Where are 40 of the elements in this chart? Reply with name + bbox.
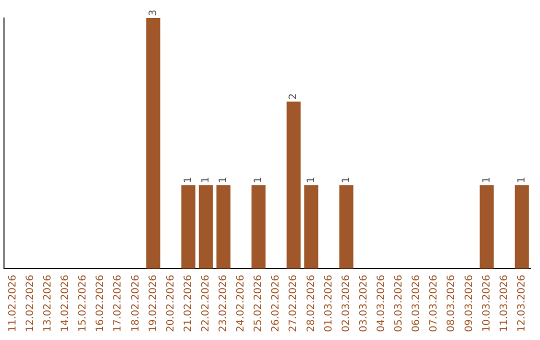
data-label: 1 xyxy=(306,176,317,184)
x-tick-label: 28.02.2026 xyxy=(306,274,317,332)
x-tick-label: 24.02.2026 xyxy=(236,274,247,332)
x-tick-label: 05.03.2026 xyxy=(394,274,405,332)
data-label: 1 xyxy=(218,176,230,184)
x-tick-label: 09.03.2026 xyxy=(464,274,475,332)
data-label: 1 xyxy=(182,176,194,184)
data-label: 1 xyxy=(253,176,264,184)
x-tick-label: 08.03.2026 xyxy=(446,274,458,332)
x-tick-label: 13.02.2026 xyxy=(42,274,54,332)
x-tick-label: 12.03.2026 xyxy=(516,274,528,332)
x-tick-label: 19.02.2026 xyxy=(148,274,159,332)
x-tick-label: 16.02.2026 xyxy=(95,274,106,332)
data-label: 3 xyxy=(148,10,159,16)
x-tick-label: 23.02.2026 xyxy=(218,274,230,332)
x-tick-label: 21.02.2026 xyxy=(182,274,194,332)
x-tick-label: 26.02.2026 xyxy=(270,274,282,332)
data-label: 2 xyxy=(288,93,300,100)
x-tick-label: 11.02.2026 xyxy=(7,274,18,332)
x-tick-label: 17.02.2026 xyxy=(112,274,124,332)
data-label: 1 xyxy=(340,176,352,184)
x-tick-label: 03.03.2026 xyxy=(358,274,370,332)
x-tick-label: 18.02.2026 xyxy=(130,274,142,332)
x-tick-label: 12.02.2026 xyxy=(24,274,36,332)
data-label: 1 xyxy=(481,176,492,184)
x-tick-label: 25.02.2026 xyxy=(253,274,264,332)
x-tick-label: 06.03.2026 xyxy=(411,274,422,332)
x-tick-label: 10.03.2026 xyxy=(481,274,492,332)
x-tick-label: 07.03.2026 xyxy=(428,274,440,332)
x-tick-label: 11.03.2026 xyxy=(498,274,510,332)
x-tick-label: 02.03.2026 xyxy=(340,274,352,332)
data-label: 1 xyxy=(200,176,212,184)
x-tick-label: 01.03.2026 xyxy=(323,274,334,332)
data-label: 1 xyxy=(516,176,528,184)
x-tick-label: 22.02.2026 xyxy=(200,274,212,332)
x-tick-label: 15.02.2026 xyxy=(78,274,89,332)
x-tick-label: 14.02.2026 xyxy=(60,274,72,332)
x-tick-label: 27.02.2026 xyxy=(288,274,300,332)
x-tick-label: 04.03.2026 xyxy=(376,274,388,332)
x-tick-label: 20.02.2026 xyxy=(165,274,176,332)
